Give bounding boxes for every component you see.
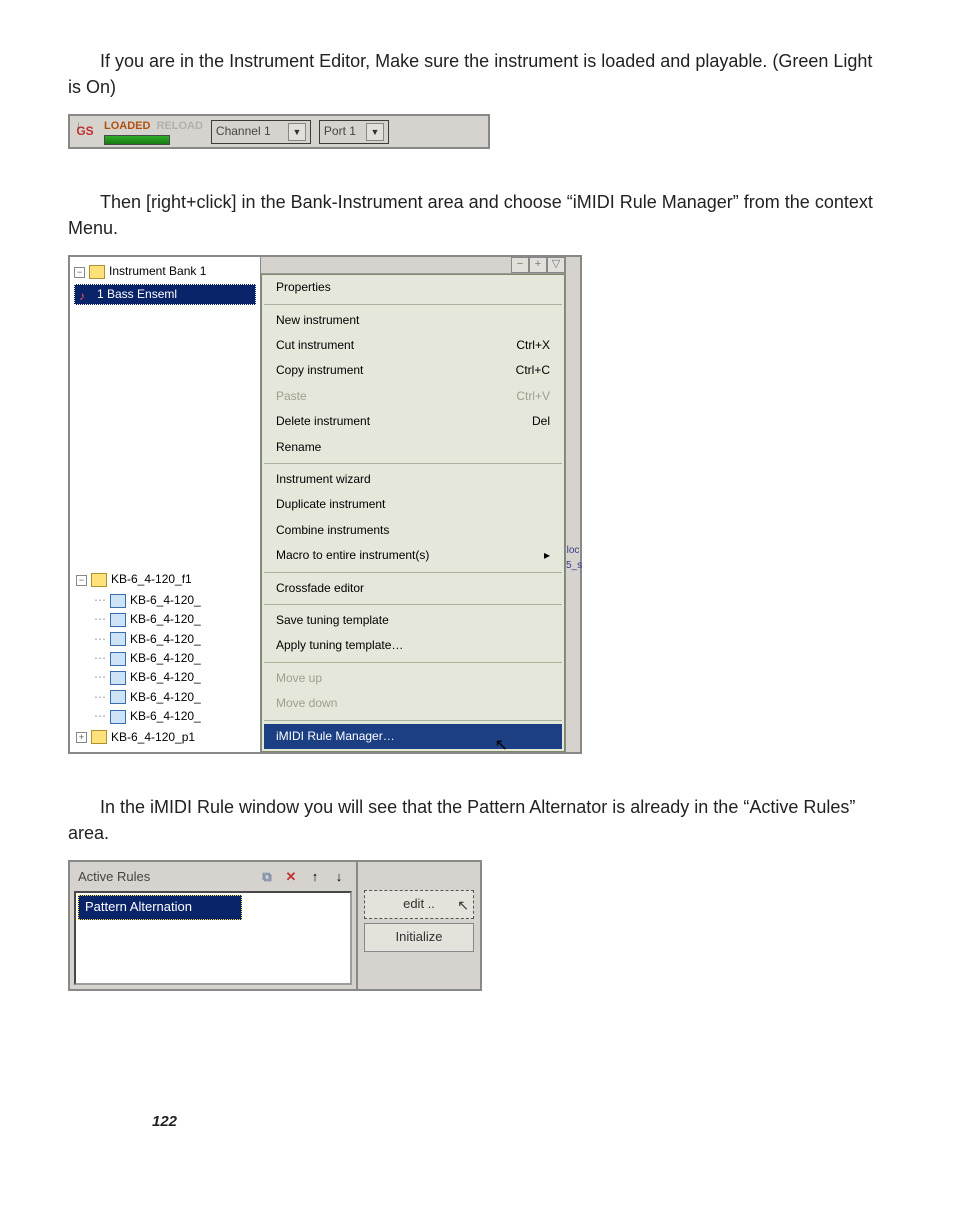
channel-select[interactable]: Channel 1 ▼ <box>211 120 311 144</box>
tree-item[interactable]: + KB-6_4-120_p1 <box>70 727 260 748</box>
copy-icon[interactable]: ⧉ <box>258 869 276 887</box>
context-menu-screenshot: − Instrument Bank 1 ♪ 1 Bass Enseml − KB… <box>68 255 582 754</box>
tree-item-label: KB-6_4-120_p1 <box>111 729 195 746</box>
paragraph: If you are in the Instrument Editor, Mak… <box>68 48 886 100</box>
wave-icon <box>110 671 126 685</box>
channel-value: Channel 1 <box>216 123 271 140</box>
menu-item-wizard[interactable]: Instrument wizard <box>262 467 564 492</box>
arrow-down-icon[interactable]: ↓ <box>330 869 348 887</box>
rule-item-selected[interactable]: Pattern Alternation <box>78 895 242 920</box>
collapse-icon[interactable]: − <box>76 575 87 586</box>
context-menu: − + ▽ Properties New instrument Cut inst… <box>260 257 565 752</box>
menu-item-copy[interactable]: Copy instrumentCtrl+C <box>262 358 564 383</box>
toolbar-screenshot: GS LOADED RELOAD Channel 1 ▼ Port 1 ▼ <box>68 114 490 149</box>
tree-item[interactable]: ⋯KB-6_4-120_ <box>70 610 260 629</box>
rules-list[interactable]: Pattern Alternation <box>74 891 352 985</box>
collapse-icon[interactable]: − <box>74 267 85 278</box>
wave-icon <box>110 710 126 724</box>
delete-icon[interactable]: ✕ <box>282 869 300 887</box>
minus-icon[interactable]: − <box>511 257 529 273</box>
menu-item-cut[interactable]: Cut instrumentCtrl+X <box>262 333 564 358</box>
tree-selected-item[interactable]: ♪ 1 Bass Enseml <box>74 284 256 305</box>
instrument-icon: ♪ <box>79 288 93 300</box>
expand-icon[interactable]: + <box>76 732 87 743</box>
wave-icon <box>110 613 126 627</box>
folder-icon <box>91 730 107 744</box>
chevron-down-icon[interactable]: ▼ <box>288 123 306 141</box>
tree-item[interactable]: − KB-6_4-120_f1 <box>70 569 260 590</box>
side-strip: loc 5_s <box>565 257 580 752</box>
menu-item-move-down: Move down <box>262 691 564 716</box>
menu-item-crossfade[interactable]: Crossfade editor <box>262 576 564 601</box>
menu-item-new[interactable]: New instrument <box>262 308 564 333</box>
page-number: 122 <box>152 1111 886 1133</box>
folder-icon <box>89 265 105 279</box>
menu-item-duplicate[interactable]: Duplicate instrument <box>262 492 564 517</box>
menu-item-delete[interactable]: Delete instrumentDel <box>262 409 564 434</box>
active-rules-panel: Active Rules ⧉ ✕ ↑ ↓ Pattern Alternation <box>70 862 358 989</box>
chevron-down-icon[interactable]: ▼ <box>366 123 384 141</box>
tree-panel: − Instrument Bank 1 ♪ 1 Bass Enseml − KB… <box>70 257 260 752</box>
menu-item-macro[interactable]: Macro to entire instrument(s) <box>262 543 564 568</box>
tree-item[interactable]: ⋯KB-6_4-120_ <box>70 649 260 668</box>
arrow-up-icon[interactable]: ↑ <box>306 869 324 887</box>
port-select[interactable]: Port 1 ▼ <box>319 120 389 144</box>
tree-item-label: KB-6_4-120_f1 <box>111 571 192 588</box>
reload-label: RELOAD <box>156 119 202 135</box>
port-value: Port 1 <box>324 123 356 140</box>
tree-item[interactable]: ⋯KB-6_4-120_ <box>70 668 260 687</box>
tree-item[interactable]: ⋯KB-6_4-120_ <box>70 591 260 610</box>
tree-item[interactable]: ⋯KB-6_4-120_ <box>70 707 260 726</box>
active-rules-screenshot: Active Rules ⧉ ✕ ↑ ↓ Pattern Alternation… <box>68 860 482 991</box>
initialize-button[interactable]: Initialize <box>364 923 474 952</box>
menu-item-properties[interactable]: Properties <box>262 275 564 300</box>
tree-item[interactable]: ⋯KB-6_4-120_ <box>70 688 260 707</box>
cursor-icon: ↖ <box>495 734 508 757</box>
loaded-bar <box>104 135 170 145</box>
tree-root-label: Instrument Bank 1 <box>109 263 206 280</box>
menu-item-paste: PasteCtrl+V <box>262 384 564 409</box>
menu-item-move-up: Move up <box>262 666 564 691</box>
tree-item[interactable]: ⋯KB-6_4-120_ <box>70 630 260 649</box>
edit-button[interactable]: edit .. ↖ <box>364 890 474 919</box>
chevron-down-icon[interactable]: ▽ <box>547 257 565 273</box>
paragraph: In the iMIDI Rule window you will see th… <box>68 794 886 846</box>
tree-selected-label: 1 Bass Enseml <box>97 286 177 303</box>
gs-icon: GS <box>74 121 96 143</box>
wave-icon <box>110 594 126 608</box>
wave-icon <box>110 690 126 704</box>
menu-item-imidi-rule-manager[interactable]: iMIDI Rule Manager… ↖ <box>264 724 562 749</box>
folder-icon <box>91 573 107 587</box>
menu-item-save-tuning[interactable]: Save tuning template <box>262 608 564 633</box>
paragraph: Then [right+click] in the Bank-Instrumen… <box>68 189 886 241</box>
menu-item-rename[interactable]: Rename <box>262 435 564 460</box>
plus-icon[interactable]: + <box>529 257 547 273</box>
tree-root[interactable]: − Instrument Bank 1 <box>70 261 260 282</box>
menu-item-apply-tuning[interactable]: Apply tuning template… <box>262 633 564 658</box>
wave-icon <box>110 652 126 666</box>
rule-buttons: edit .. ↖ Initialize <box>358 862 480 989</box>
cursor-icon: ↖ <box>457 895 469 915</box>
active-rules-title: Active Rules <box>78 868 150 887</box>
loaded-indicator: LOADED RELOAD <box>104 119 203 145</box>
wave-icon <box>110 632 126 646</box>
menu-header-buttons: − + ▽ <box>261 257 565 274</box>
menu-item-combine[interactable]: Combine instruments <box>262 518 564 543</box>
loaded-label: LOADED <box>104 119 150 135</box>
